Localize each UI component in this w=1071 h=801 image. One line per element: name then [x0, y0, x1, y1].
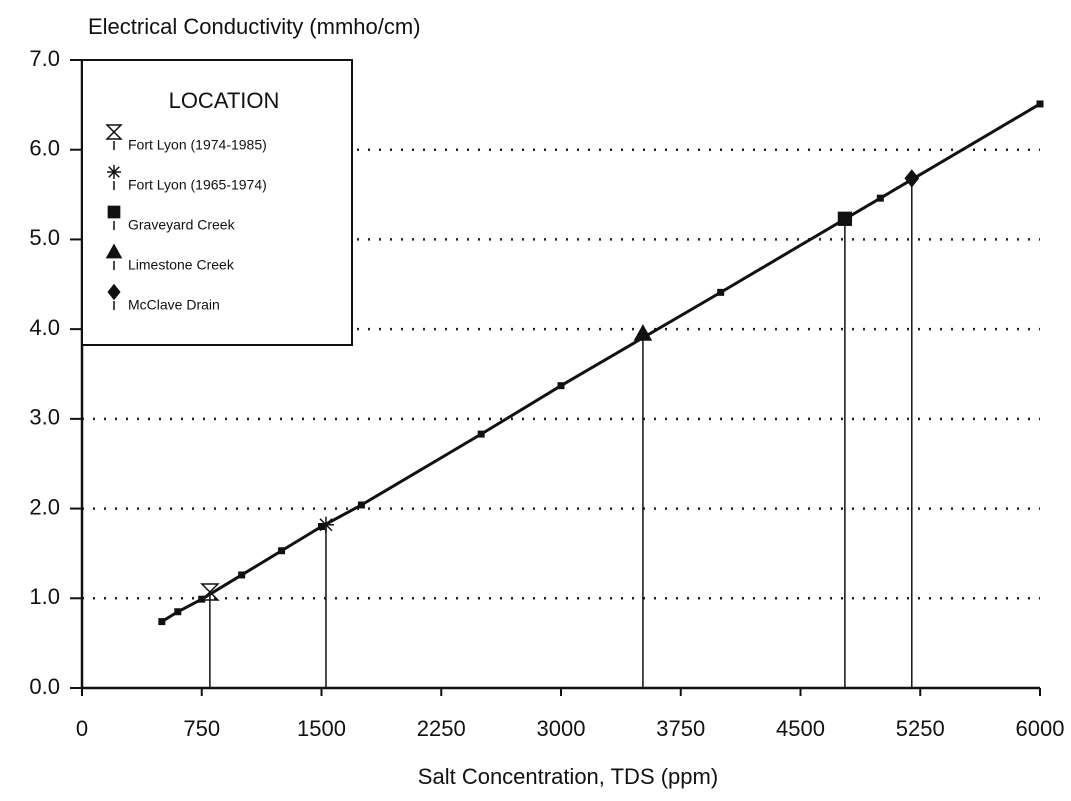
point [318, 523, 325, 531]
x-tick-label: 2250 [417, 716, 466, 741]
point [876, 194, 884, 202]
legend-label: Fort Lyon (1965-1974) [128, 177, 267, 193]
legend-label: Fort Lyon (1974-1985) [128, 137, 267, 153]
y-tick-label: 1.0 [29, 584, 60, 609]
point [278, 547, 286, 555]
y-tick-label: 6.0 [29, 136, 60, 161]
location-marker [317, 516, 334, 533]
y-tick-label: 7.0 [29, 46, 60, 71]
point [357, 501, 365, 509]
point [1036, 100, 1044, 108]
x-tick-label: 1500 [297, 716, 346, 741]
y-tick-label: 3.0 [29, 405, 60, 430]
x-tick-label: 750 [183, 716, 220, 741]
marker [107, 165, 121, 179]
point [174, 608, 182, 616]
y-tick-label: 0.0 [29, 674, 60, 699]
y-tick-label: 5.0 [29, 225, 60, 250]
marker [105, 124, 123, 140]
point [158, 618, 166, 626]
location-marker [633, 324, 653, 341]
x-tick-label: 3750 [656, 716, 705, 741]
data-line [161, 102, 1041, 623]
legend-label: Graveyard Creek [128, 217, 236, 233]
y-tick-label: 2.0 [29, 494, 60, 519]
x-tick-label: 4500 [776, 716, 825, 741]
x-tick-label: 3000 [537, 716, 586, 741]
location-marker [904, 169, 920, 188]
x-tick-label: 6000 [1016, 716, 1065, 741]
point [717, 288, 725, 296]
x-tick-label: 0 [76, 716, 88, 741]
legend-label: McClave Drain [128, 297, 220, 313]
y-tick-label: 4.0 [29, 315, 60, 340]
x-tick-label: 5250 [896, 716, 945, 741]
point [557, 382, 565, 390]
point [477, 430, 485, 438]
marker [107, 283, 121, 301]
legend-label: Limestone Creek [128, 257, 235, 273]
chart-title: Electrical Conductivity (mmho/cm) [88, 14, 421, 39]
x-axis-label: Salt Concentration, TDS (ppm) [418, 764, 718, 789]
legend-box [81, 59, 353, 346]
location-marker [200, 583, 220, 601]
location-marker [837, 211, 853, 226]
point [238, 571, 246, 579]
marker [107, 205, 121, 219]
marker [105, 243, 123, 259]
legend-title: LOCATION [169, 88, 280, 113]
